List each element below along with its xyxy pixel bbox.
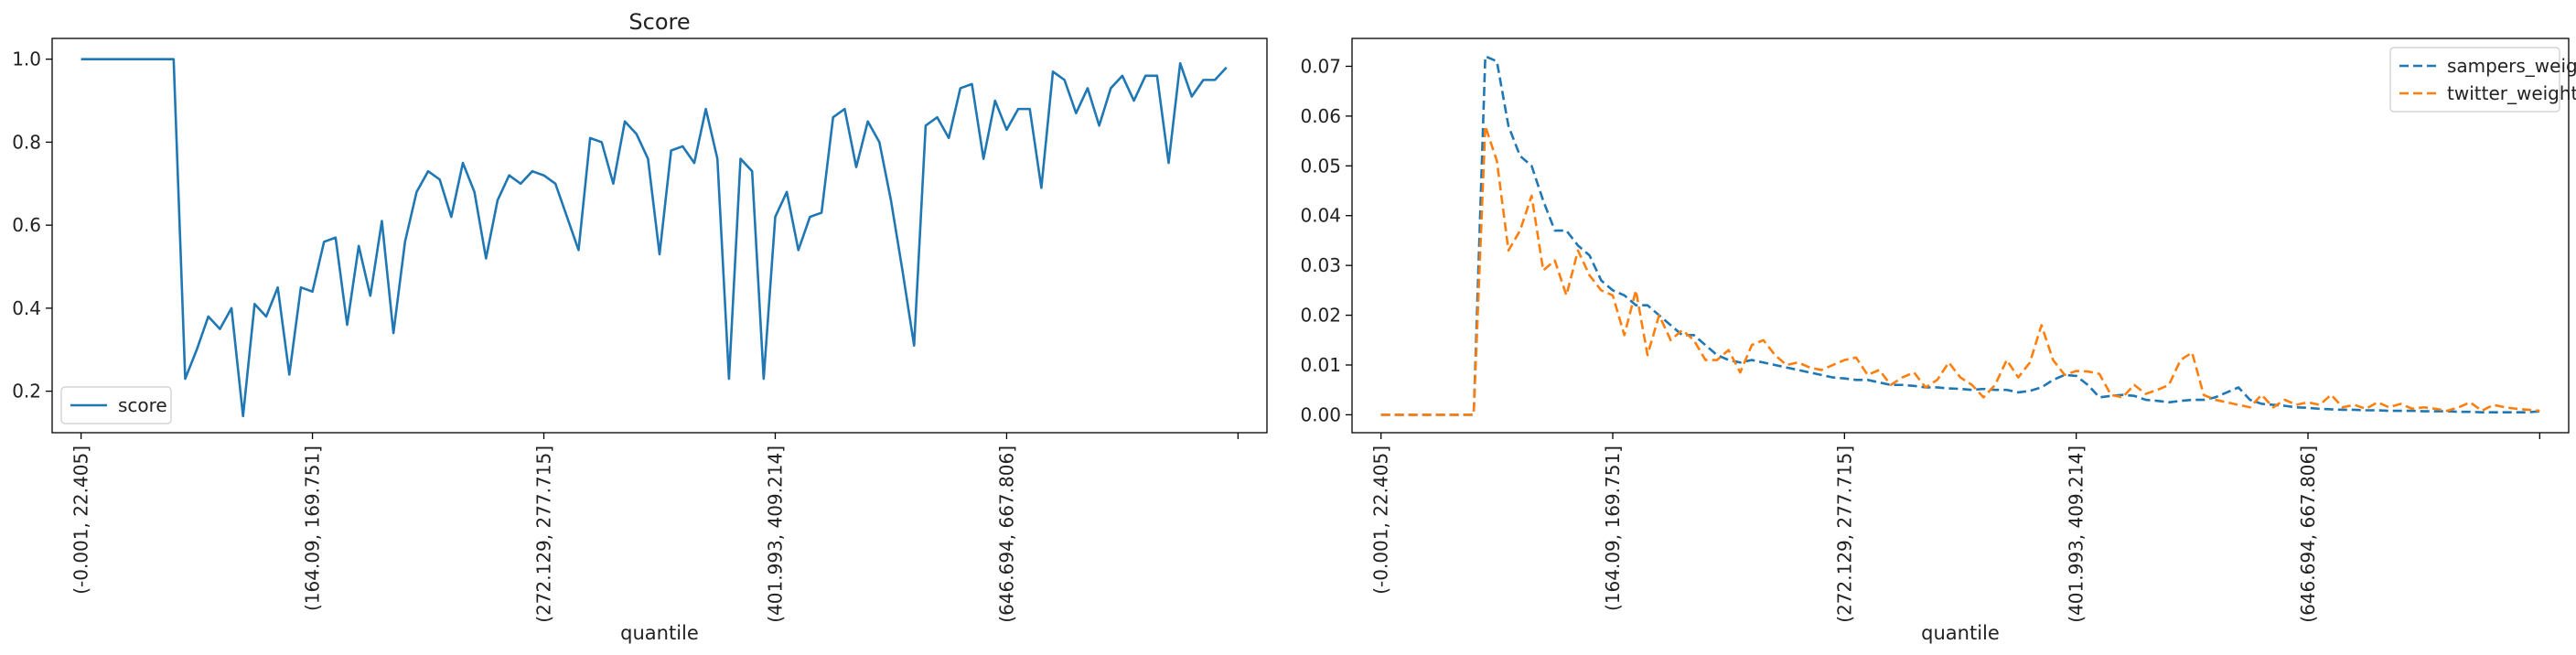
legend-items-score: score	[70, 394, 167, 416]
x-tick-label: (164.09, 169.751]	[1602, 446, 1624, 611]
series-line-score	[80, 58, 1228, 418]
x-tick-label: (272.129, 277.715]	[1833, 446, 1855, 623]
y-tick-label: 0.07	[1300, 55, 1341, 77]
y-tick-label: 0.8	[12, 131, 41, 153]
series-line-sampers-weight	[1380, 55, 2540, 416]
y-tick-label: 0.03	[1300, 254, 1341, 276]
x-axis-title-weight: quantile	[1921, 622, 2000, 644]
series-group-weight	[1380, 55, 2540, 416]
x-axis-weight: (-0.001, 22.405] (164.09, 169.751] (272.12…	[1370, 433, 2540, 623]
weight-chart: 0.00 0.01 0.02 0.03 0.04 0.05 0.06 0.07 (-0.001…	[1300, 38, 2576, 644]
legend-score: score	[60, 386, 172, 424]
x-axis-title-score: quantile	[620, 622, 699, 644]
x-tick-label: (401.993, 409.214]	[764, 446, 786, 623]
x-tick-label: (272.129, 277.715]	[533, 446, 555, 623]
legend-items-weight: sampers_weight twitter_weight	[2399, 55, 2576, 104]
plot-frame-score	[51, 38, 1268, 434]
legend-weight: sampers_weight twitter_weight	[2389, 47, 2576, 113]
score-chart: Score 0.2 0.4 0.6 0.8 1.0 (-0.001, 22.405] (1…	[12, 9, 1268, 644]
x-tick-label: (164.09, 169.751]	[302, 446, 324, 611]
y-tick-label: 1.0	[12, 48, 41, 70]
y-axis-score: 0.2 0.4 0.6 0.8 1.0	[12, 48, 52, 403]
x-tick-label: (-0.001, 22.405]	[70, 446, 92, 595]
legend-box-weight	[2389, 47, 2560, 113]
y-tick-label: 0.04	[1300, 205, 1341, 227]
y-tick-label: 0.01	[1300, 354, 1341, 376]
plot-frame-weight	[1351, 38, 2570, 434]
x-axis-score: (-0.001, 22.405] (164.09, 169.751] (272.12…	[70, 433, 1240, 623]
legend-label: twitter_weight	[2447, 82, 2576, 104]
series-line-twitter-weight	[1380, 124, 2540, 416]
legend-label: sampers_weight	[2447, 55, 2576, 77]
series-group-score	[80, 58, 1228, 418]
y-tick-label: 0.02	[1300, 305, 1341, 327]
x-tick-label: (646.694, 667.806]	[2297, 446, 2319, 623]
x-tick-label: (401.993, 409.214]	[2066, 446, 2088, 623]
x-tick-label: (646.694, 667.806]	[995, 446, 1017, 623]
y-tick-label: 0.06	[1300, 105, 1341, 127]
legend-box-score	[60, 386, 172, 424]
y-tick-label: 0.4	[12, 297, 41, 319]
chart-title-score: Score	[628, 9, 690, 35]
y-tick-label: 0.2	[12, 381, 41, 403]
y-axis-weight: 0.00 0.01 0.02 0.03 0.04 0.05 0.06 0.07	[1300, 55, 1352, 425]
y-tick-label: 0.00	[1300, 403, 1341, 425]
y-tick-label: 0.05	[1300, 155, 1341, 177]
x-tick-label: (-0.001, 22.405]	[1370, 446, 1392, 595]
y-tick-label: 0.6	[12, 214, 41, 236]
legend-label: score	[118, 394, 167, 416]
